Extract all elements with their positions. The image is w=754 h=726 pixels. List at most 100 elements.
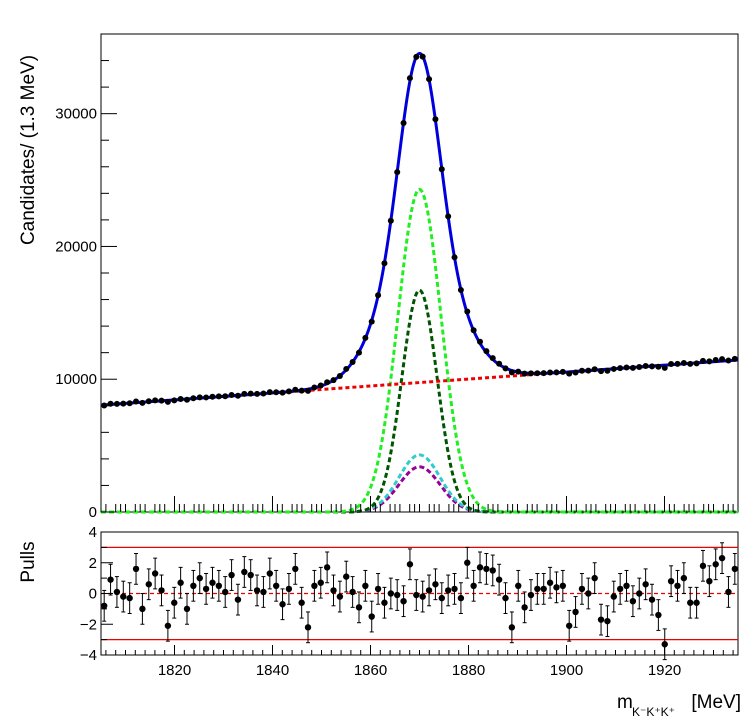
- data-point: [699, 357, 706, 364]
- pull-point: [317, 579, 324, 586]
- main-y-axis-label: Candidates/ (1.3 MeV): [18, 55, 39, 245]
- data-point: [177, 395, 184, 402]
- pull-point: [279, 601, 286, 608]
- data-point: [394, 169, 401, 176]
- data-point: [483, 348, 490, 355]
- data-point: [432, 116, 439, 123]
- data-point: [107, 400, 114, 407]
- data-point: [298, 387, 305, 394]
- pull-point: [457, 594, 465, 602]
- data-point: [266, 389, 273, 396]
- pull-point: [572, 608, 579, 616]
- pull-point: [126, 594, 133, 602]
- pull-point: [540, 585, 547, 593]
- pull-point: [100, 602, 108, 609]
- pull-point: [349, 588, 356, 596]
- data-point: [489, 355, 496, 362]
- pull-point: [336, 593, 344, 600]
- data-point: [311, 384, 318, 391]
- component-curve-1: [101, 187, 738, 514]
- pull-point: [234, 596, 242, 603]
- data-point: [578, 367, 585, 374]
- pull-point: [113, 588, 121, 596]
- data-point: [521, 370, 528, 377]
- data-point: [183, 396, 190, 403]
- data-point: [349, 358, 356, 365]
- pull-point: [655, 611, 662, 619]
- pull-point: [374, 585, 382, 593]
- main-y-tick-label: 10000: [55, 371, 97, 388]
- data-point: [559, 368, 566, 375]
- data-point: [591, 366, 598, 373]
- pull-point: [202, 585, 210, 593]
- pulls-x-tick-label: 1840: [256, 662, 289, 679]
- data-point: [120, 400, 127, 407]
- pull-point: [190, 582, 197, 590]
- data-point: [629, 364, 636, 371]
- data-point: [534, 370, 541, 377]
- pull-point: [253, 587, 261, 594]
- pull-point: [272, 582, 280, 590]
- main-axes: 0 10000 20000 30000: [55, 33, 734, 521]
- data-point: [247, 390, 254, 397]
- data-point: [655, 363, 662, 370]
- data-point: [171, 397, 178, 404]
- pull-point: [387, 590, 395, 597]
- pull-point: [464, 559, 471, 566]
- pulls-y-tick-label: 0: [89, 586, 97, 603]
- pull-point: [706, 578, 713, 585]
- pull-point: [139, 605, 146, 613]
- pull-point: [687, 599, 694, 606]
- data-point: [712, 356, 719, 363]
- data-point: [706, 358, 713, 365]
- pull-point: [534, 585, 541, 593]
- pull-point: [495, 576, 503, 583]
- pulls-plot-area: [100, 542, 739, 661]
- pull-point: [107, 576, 114, 583]
- data-point: [285, 388, 292, 395]
- data-point: [126, 400, 133, 407]
- pull-point: [228, 571, 235, 579]
- data-point: [317, 382, 324, 389]
- pull-point: [209, 579, 216, 586]
- data-point: [457, 287, 464, 294]
- pulls-y-tick-label: 2: [89, 555, 97, 572]
- data-point: [540, 370, 547, 377]
- pull-point: [667, 578, 675, 585]
- pull-point: [158, 587, 165, 594]
- pull-point: [330, 587, 337, 594]
- pull-point: [164, 622, 172, 629]
- data-point: [355, 349, 362, 356]
- pull-point: [260, 588, 267, 596]
- data-point: [623, 364, 630, 371]
- pull-point: [171, 599, 178, 606]
- pull-point: [247, 571, 254, 579]
- data-point: [228, 391, 235, 398]
- data-point: [133, 398, 140, 405]
- data-point: [113, 400, 120, 407]
- pull-point: [559, 582, 567, 590]
- pulls-panel: −4 −2 0 2 4 1820 1840 1860 1880 1900 1920 Pulls: [18, 524, 739, 679]
- data-point: [527, 370, 534, 377]
- pull-point: [693, 599, 700, 606]
- pull-point: [699, 562, 707, 570]
- pull-point: [712, 561, 719, 568]
- data-point: [190, 395, 197, 402]
- data-point: [260, 390, 267, 397]
- data-point: [547, 369, 554, 376]
- data-point: [145, 398, 152, 405]
- pull-point: [368, 613, 375, 620]
- data-point: [725, 357, 732, 364]
- main-y-tick-label: 20000: [55, 238, 97, 255]
- pull-point: [623, 582, 630, 590]
- data-point: [470, 327, 477, 334]
- data-point: [515, 368, 522, 375]
- data-point: [477, 338, 484, 345]
- pull-point: [661, 641, 668, 648]
- pull-point: [604, 617, 611, 625]
- main-plot-area: [100, 51, 739, 514]
- data-point: [330, 377, 337, 384]
- pull-point: [648, 596, 656, 603]
- pull-point: [419, 593, 426, 600]
- data-point: [674, 360, 681, 367]
